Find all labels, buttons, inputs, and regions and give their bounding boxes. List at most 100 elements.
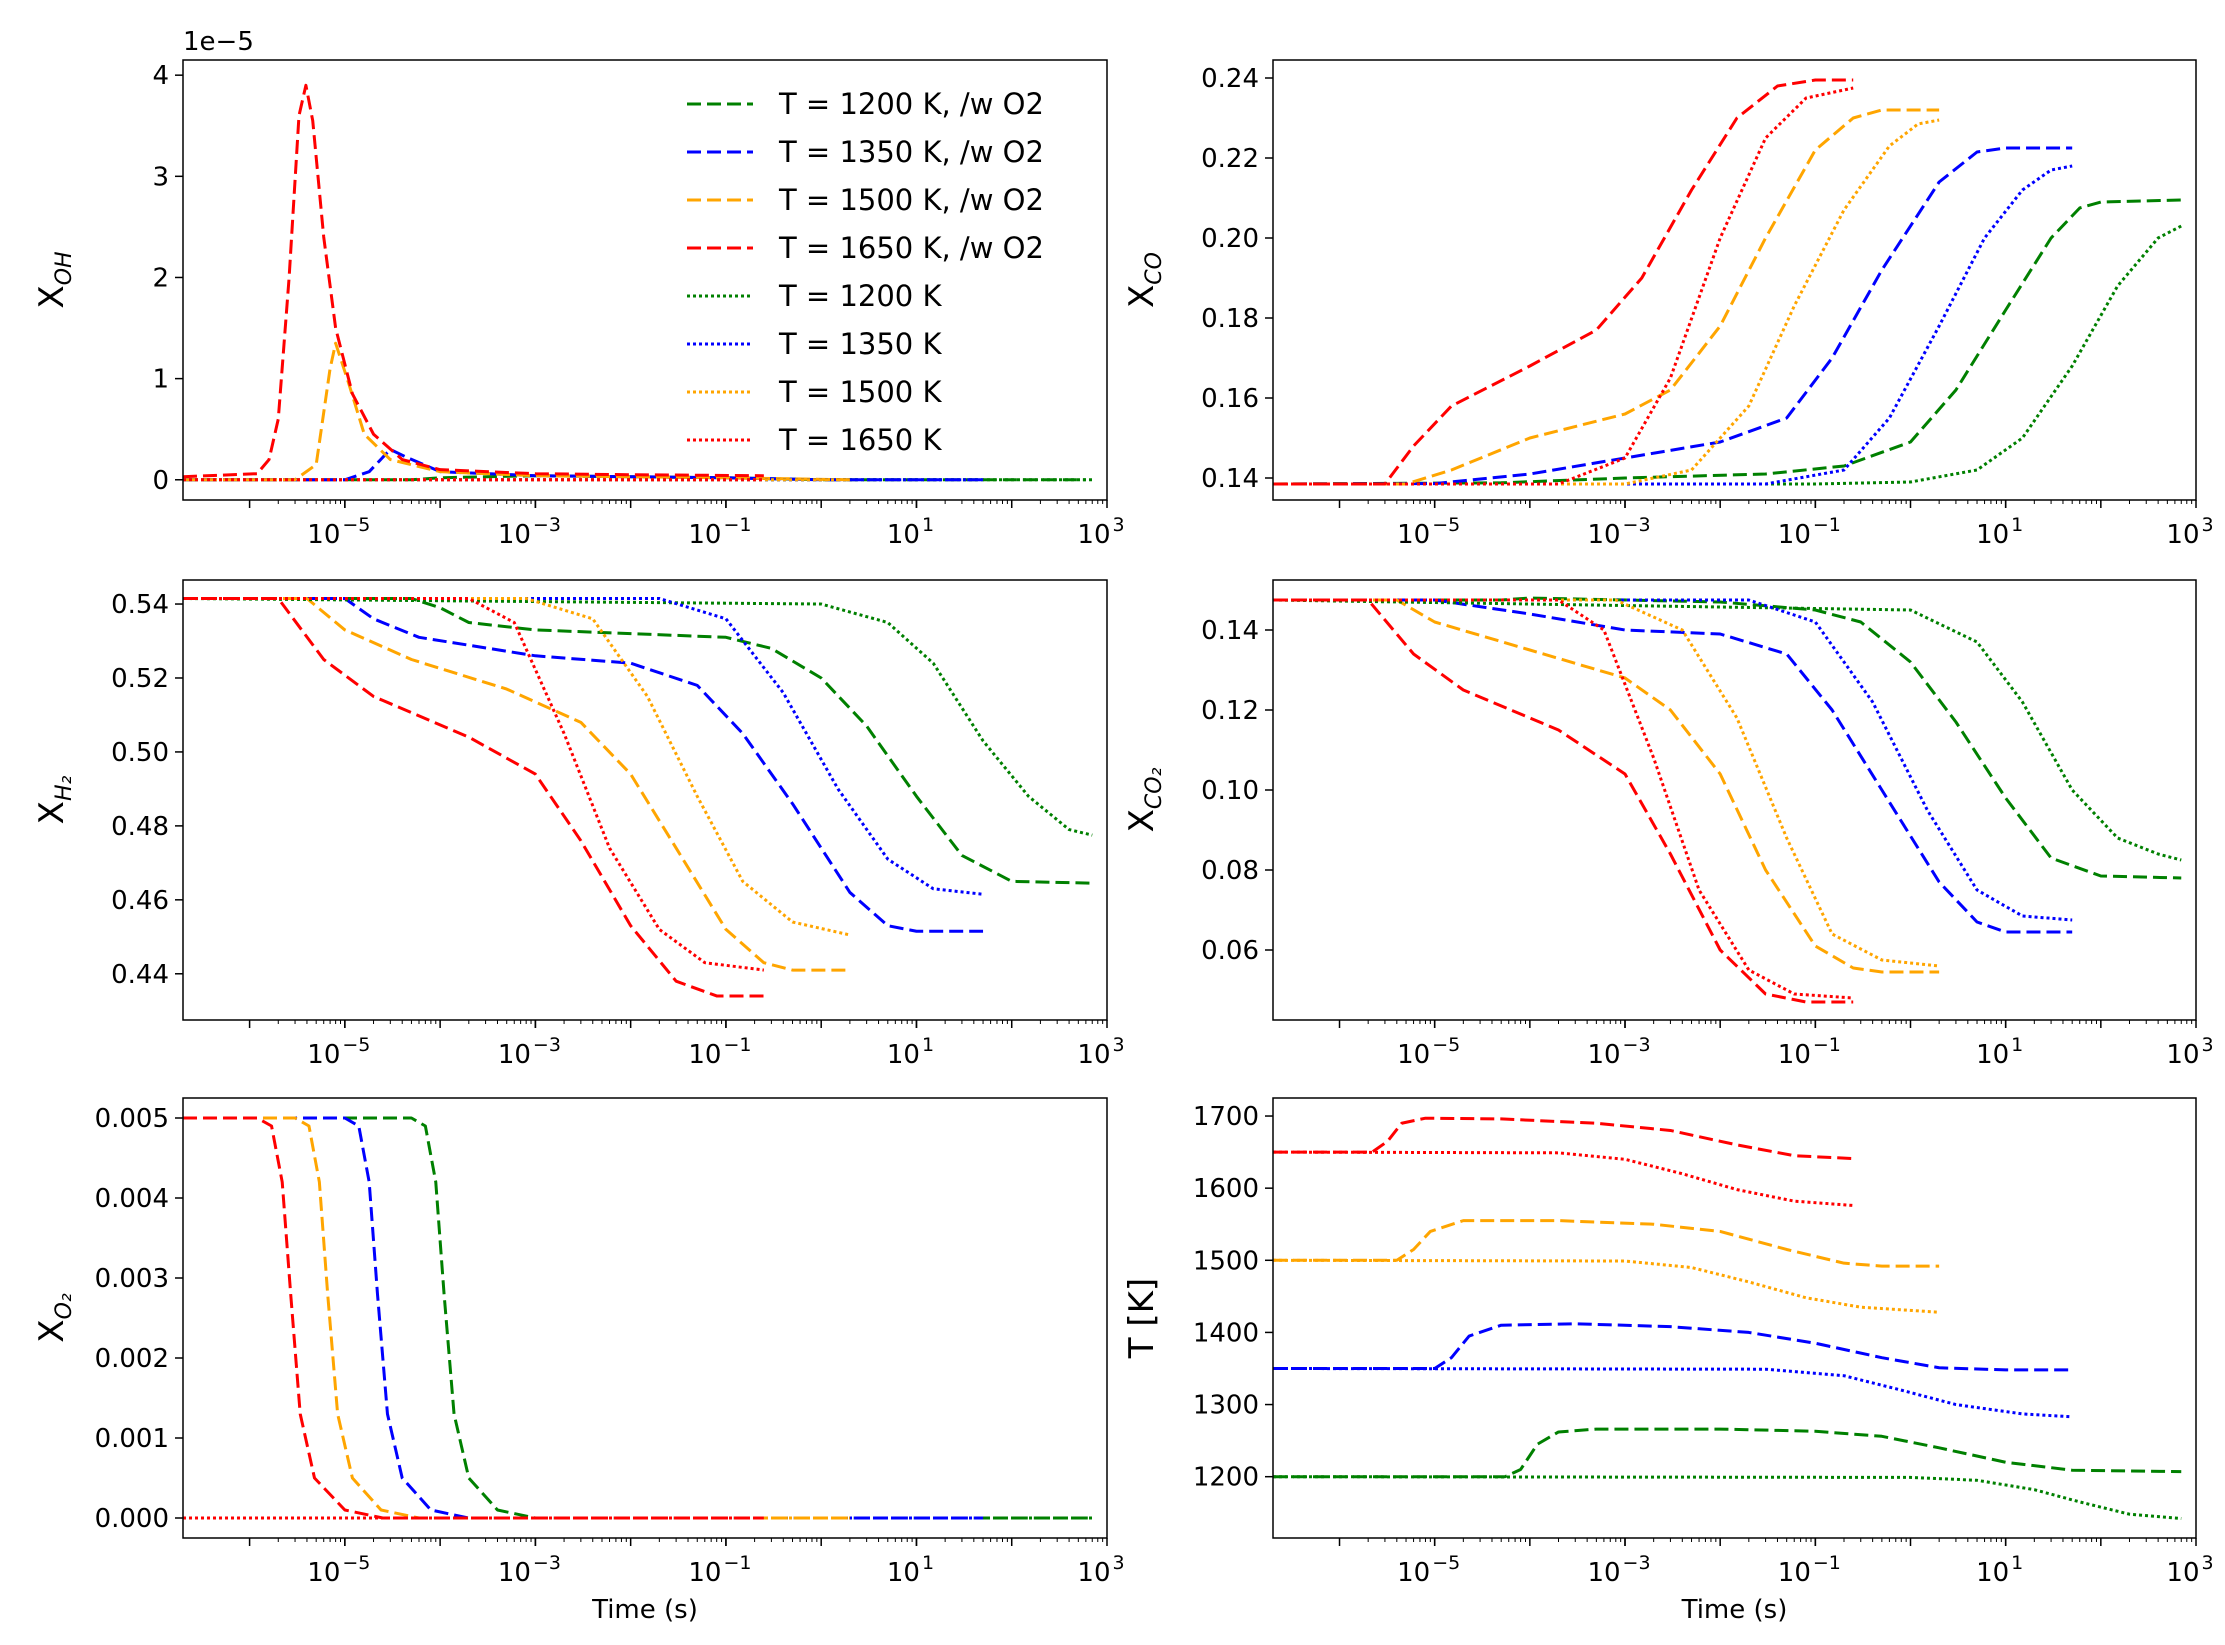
co-series-7 [1273,86,1854,486]
o2-series-3 [183,1116,764,1520]
o2-ylabel: XO₂ [32,1293,77,1343]
oh-series-group [183,83,1093,482]
h2-ytick-label-0: 0.44 [111,960,169,990]
oh-xtick-label-2: 10 −1 [688,514,751,550]
co-series-3 [1273,78,1854,486]
h2-ytick-label-3: 0.50 [111,738,169,768]
temp-series-3 [1273,1116,1854,1161]
co-xtick-label-1: 10 −3 [1587,514,1650,550]
co2-ytick-label-3: 0.12 [1201,696,1259,726]
temp-series-0 [1273,1427,2182,1479]
temp-axes-frame [1272,1097,2197,1539]
co2-ylabel: XCO₂ [1122,767,1167,832]
temp-ylabel: T [K] [1122,1278,1162,1359]
o2-ytick-label-2: 0.002 [95,1344,169,1374]
h2-ytick-label-5: 0.54 [111,590,169,620]
legend-label-5: T = 1350 K [778,327,942,361]
co2-ytick-label-2: 0.10 [1201,776,1259,806]
o2-series-group [183,1116,1093,1520]
o2-series-1 [183,1116,984,1520]
co-ytick-label-2: 0.18 [1201,304,1259,334]
co2-ytick-label-4: 0.14 [1201,616,1259,646]
legend-label-4: T = 1200 K [778,279,942,313]
h2-series-0 [183,596,1093,885]
co-ylabel: XCO [1122,252,1167,308]
oh-axes-frame [182,59,1108,501]
o2-xtick-label-2: 10 −1 [688,1552,751,1588]
h2-series-5 [183,596,984,896]
h2-series-group [183,596,1093,998]
h2-xtick-label-4: 10 3 [1077,1034,1124,1070]
h2-series-1 [183,596,984,933]
co-ytick-label-4: 0.22 [1201,144,1259,174]
co2-axes-frame [1272,579,2197,1021]
legend-label-1: T = 1350 K, /w O2 [778,135,1044,169]
h2-ylabel: XH₂ [32,775,77,824]
h2-axes-frame [182,579,1108,1021]
oh-ytick-label-3: 3 [152,162,169,192]
o2-ytick-label-1: 0.001 [95,1424,169,1454]
temp-series-5 [1273,1366,2073,1419]
co-ytick-label-3: 0.20 [1201,224,1259,254]
co-ytick-label-5: 0.24 [1201,64,1259,94]
co2-series-1 [1273,598,2073,934]
co-series-6 [1273,118,1940,486]
co2-series-7 [1273,598,1854,1000]
o2-axes-frame [182,1097,1108,1539]
legend-label-0: T = 1200 K, /w O2 [778,87,1044,121]
o2-xlabel: Time (s) [591,1595,698,1625]
co-series-group [1273,78,2182,486]
co2-series-group [1273,596,2182,1004]
h2-ytick-label-4: 0.52 [111,664,169,694]
co-ytick-label-1: 0.16 [1201,384,1259,414]
temp-ytick-label-1: 1300 [1193,1391,1259,1421]
o2-ytick-label-5: 0.005 [95,1104,169,1134]
co2-series-5 [1273,598,2073,922]
temp-series-2 [1273,1219,1940,1268]
co-axes-frame [1272,59,2197,501]
temp-ytick-label-0: 1200 [1193,1463,1259,1493]
oh-offset-text: 1e−5 [183,27,254,57]
h2-ytick-label-2: 0.48 [111,812,169,842]
o2-series-2 [183,1116,850,1520]
temp-ytick-label-2: 1400 [1193,1318,1259,1348]
h2-series-3 [183,596,764,998]
legend-label-2: T = 1500 K, /w O2 [778,183,1044,217]
co2-series-4 [1273,598,2182,862]
temp-series-4 [1273,1475,2182,1521]
co-ytick-label-0: 0.14 [1201,464,1259,494]
co2-xtick-label-3: 10 1 [1976,1034,2023,1070]
co2-ytick-label-0: 0.06 [1201,936,1259,966]
o2-ytick-label-4: 0.004 [95,1184,169,1214]
co-series-1 [1273,146,2073,486]
o2-ytick-label-0: 0.000 [95,1504,169,1534]
h2-series-6 [183,596,851,937]
co-series-0 [1273,198,2182,486]
co2-series-3 [1273,598,1854,1004]
temp-xtick-label-4: 10 3 [2166,1552,2213,1588]
temp-xtick-label-2: 10 −1 [1778,1552,1841,1588]
oh-ylabel: XOH [32,251,77,308]
h2-series-2 [183,596,850,972]
temp-series-1 [1273,1322,2073,1372]
h2-series-4 [183,596,1093,837]
temp-xlabel: Time (s) [1681,1595,1788,1625]
co-series-2 [1273,108,1940,486]
oh-series-3 [183,83,764,479]
temp-ytick-label-3: 1500 [1193,1246,1259,1276]
co2-series-0 [1273,596,2182,880]
o2-ytick-label-3: 0.003 [95,1264,169,1294]
co2-series-2 [1273,598,1940,974]
oh-ytick-label-0: 0 [152,466,169,496]
co2-ytick-label-1: 0.08 [1201,856,1259,886]
oh-series-2 [183,341,850,482]
legend: T = 1200 K, /w O2 T = 1350 K, /w O2 T = 15… [687,87,1044,457]
co2-series-6 [1273,598,1940,968]
temp-series-group [1273,1116,2182,1521]
